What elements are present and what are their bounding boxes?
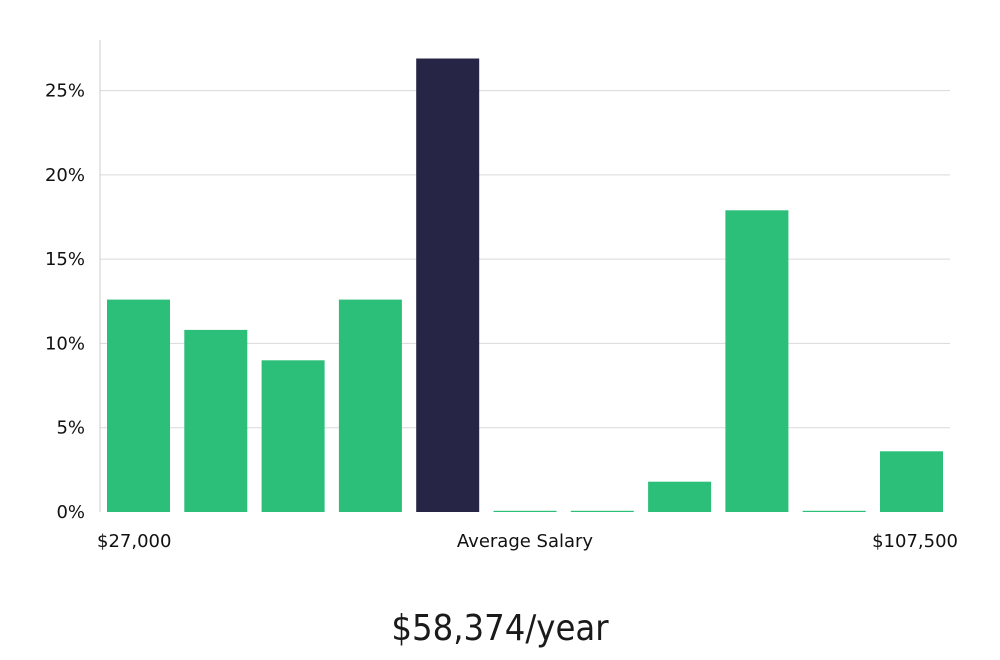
y-tick-label: 10%	[45, 333, 85, 354]
y-tick-label: 20%	[45, 165, 85, 186]
bar	[880, 451, 943, 512]
bar	[338, 299, 402, 512]
bar	[570, 510, 634, 512]
bar	[493, 510, 557, 512]
average-salary-value: $58,374/year	[391, 608, 609, 649]
y-tick-label: 5%	[56, 418, 85, 439]
bar	[107, 299, 170, 512]
bar-highlight	[416, 58, 480, 512]
bar	[184, 329, 248, 512]
x-axis-title: Average Salary	[457, 531, 594, 552]
y-tick-label: 25%	[45, 81, 85, 102]
y-tick-labels: 0% 5% 10% 15% 20% 25%	[45, 81, 85, 523]
bar	[648, 481, 712, 512]
y-tick-label: 15%	[45, 249, 85, 270]
bars	[107, 58, 943, 513]
y-tick-label: 0%	[56, 502, 85, 523]
bar	[261, 360, 325, 512]
bar	[725, 210, 789, 513]
x-min-label: $27,000	[97, 531, 171, 552]
x-max-label: $107,500	[872, 531, 958, 552]
bar	[802, 510, 866, 512]
salary-histogram: 0%5%10%15%20%25% $27,000 Average Salary …	[45, 40, 958, 552]
